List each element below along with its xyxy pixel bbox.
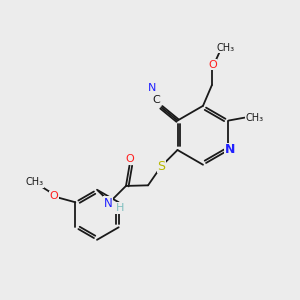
- Text: C: C: [152, 95, 160, 105]
- Text: O: O: [50, 191, 58, 201]
- Text: O: O: [125, 154, 134, 164]
- Text: N: N: [104, 197, 113, 210]
- Text: N: N: [225, 143, 235, 157]
- Text: CH₃: CH₃: [246, 112, 264, 123]
- Text: N: N: [148, 83, 156, 93]
- Text: H: H: [116, 203, 124, 213]
- Text: CH₃: CH₃: [26, 177, 44, 187]
- Text: CH₃: CH₃: [217, 43, 235, 52]
- Text: O: O: [208, 60, 217, 70]
- Text: S: S: [157, 160, 165, 173]
